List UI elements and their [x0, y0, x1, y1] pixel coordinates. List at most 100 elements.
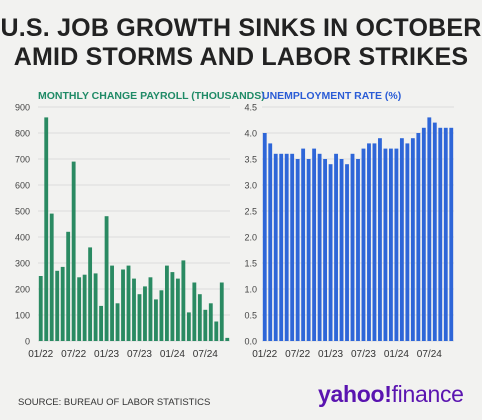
payroll-bar [66, 231, 71, 341]
unemployment-bar [273, 153, 278, 341]
logo-brand: yahoo! [318, 381, 392, 407]
unemployment-bar [334, 153, 338, 341]
unemployment-x-tick-label: 07/23 [351, 349, 376, 360]
payroll-bar [77, 277, 82, 341]
payroll-bar [181, 260, 186, 341]
payroll-bar [55, 270, 60, 341]
payroll-bar [219, 282, 224, 341]
unemployment-y-tick-label: 3.5 [244, 155, 257, 165]
unemployment-bar [394, 148, 399, 341]
payroll-y-tick-label: 900 [15, 103, 30, 113]
payroll-chart-title: MONTHLY CHANGE PAYROLL (THOUSANDS) [38, 90, 265, 102]
payroll-bar [203, 309, 208, 341]
unemployment-bar [410, 138, 415, 341]
payroll-bar [104, 216, 109, 341]
unemployment-bar [323, 159, 328, 341]
logo-product: finance [391, 381, 464, 407]
unemployment-bar [345, 164, 349, 341]
payroll-x-tick-label: 01/23 [94, 349, 119, 360]
payroll-y-tick-label: 500 [15, 207, 30, 217]
unemployment-bar [317, 153, 322, 341]
unemployment-bar [383, 148, 388, 341]
unemployment-bar [399, 138, 404, 341]
payroll-y-tick-label: 100 [15, 311, 30, 321]
payroll-bar [208, 303, 213, 341]
unemployment-bar [262, 133, 267, 341]
unemployment-y-tick-label: 0.0 [244, 337, 257, 347]
unemployment-bar [295, 159, 300, 341]
payroll-bar [110, 265, 114, 341]
unemployment-bar [443, 127, 448, 341]
unemployment-x-tick-label: 07/22 [285, 349, 310, 360]
unemployment-bar [279, 153, 284, 341]
unemployment-bar [356, 159, 360, 341]
payroll-bar [44, 117, 49, 342]
unemployment-x-tick-label: 01/22 [252, 349, 277, 360]
payroll-bar [197, 294, 202, 341]
payroll-bar [225, 337, 230, 341]
yahoo-finance-logo: yahoo!finance [318, 381, 464, 408]
unemployment-bar [312, 148, 317, 341]
payroll-bar [60, 266, 65, 341]
unemployment-bar [372, 143, 377, 341]
payroll-bar [88, 247, 93, 341]
payroll-bar [154, 299, 158, 341]
source-note: SOURCE: BUREAU OF LABOR STATISTICS [18, 397, 211, 408]
payroll-bar [137, 294, 142, 341]
payroll-x-tick-label: 07/23 [127, 349, 152, 360]
unemployment-y-tick-label: 4.5 [244, 103, 257, 113]
unemployment-y-tick-label: 1.5 [244, 259, 257, 269]
unemployment-y-tick-label: 2.0 [244, 233, 257, 243]
payroll-bar [82, 274, 87, 341]
payroll-bar [93, 273, 98, 341]
unemployment-x-tick-label: 07/24 [417, 349, 442, 360]
unemployment-bar [290, 153, 295, 341]
payroll-bar [143, 286, 147, 341]
unemployment-y-tick-label: 3.0 [244, 181, 257, 191]
unemployment-bar [405, 143, 410, 341]
payroll-bar [99, 305, 104, 341]
unemployment-bar [301, 148, 306, 341]
unemployment-bar [284, 153, 289, 341]
payroll-bar [164, 265, 169, 341]
unemployment-y-tick-label: 1.0 [244, 285, 257, 295]
payroll-bar [214, 321, 219, 341]
payroll-y-tick-label: 300 [15, 259, 30, 269]
unemployment-bar [350, 153, 355, 341]
unemployment-bar [367, 143, 371, 341]
unemployment-bar [339, 159, 344, 341]
unemployment-bar [449, 127, 454, 341]
payroll-y-tick-label: 0 [25, 337, 30, 347]
payroll-x-tick-label: 01/22 [28, 349, 53, 360]
payroll-bar [192, 282, 197, 341]
payroll-bar [126, 265, 131, 341]
unemployment-bar [432, 122, 437, 341]
payroll-y-tick-label: 800 [15, 129, 30, 139]
payroll-y-tick-label: 200 [15, 285, 30, 295]
unemployment-y-tick-label: 0.5 [244, 311, 257, 321]
payroll-bar [175, 278, 180, 341]
unemployment-x-tick-label: 01/24 [384, 349, 409, 360]
payroll-bar [170, 272, 175, 341]
payroll-bar [38, 276, 43, 341]
unemployment-chart-title: UNEMPLOYMENT RATE (%) [262, 90, 402, 102]
unemployment-bar [361, 148, 366, 341]
unemployment-bar [388, 148, 393, 341]
title-line-1: U.S. JOB GROWTH SINKS IN OCTOBER [0, 14, 482, 42]
unemployment-x-tick-label: 01/23 [318, 349, 343, 360]
payroll-bar [148, 277, 153, 341]
payroll-x-tick-label: 07/24 [193, 349, 218, 360]
unemployment-bar [416, 133, 421, 341]
payroll-bar [49, 213, 54, 341]
payroll-x-tick-label: 01/24 [160, 349, 185, 360]
payroll-bar [121, 269, 125, 341]
unemployment-bar [421, 127, 426, 341]
unemployment-bar [268, 143, 273, 341]
unemployment-bar [306, 159, 311, 341]
unemployment-bar [328, 164, 333, 341]
payroll-bar [115, 303, 120, 341]
unemployment-bar [438, 127, 443, 341]
title-line-2: AMID STORMS AND LABOR STRIKES [13, 43, 469, 71]
unemployment-y-tick-label: 2.5 [244, 207, 257, 217]
